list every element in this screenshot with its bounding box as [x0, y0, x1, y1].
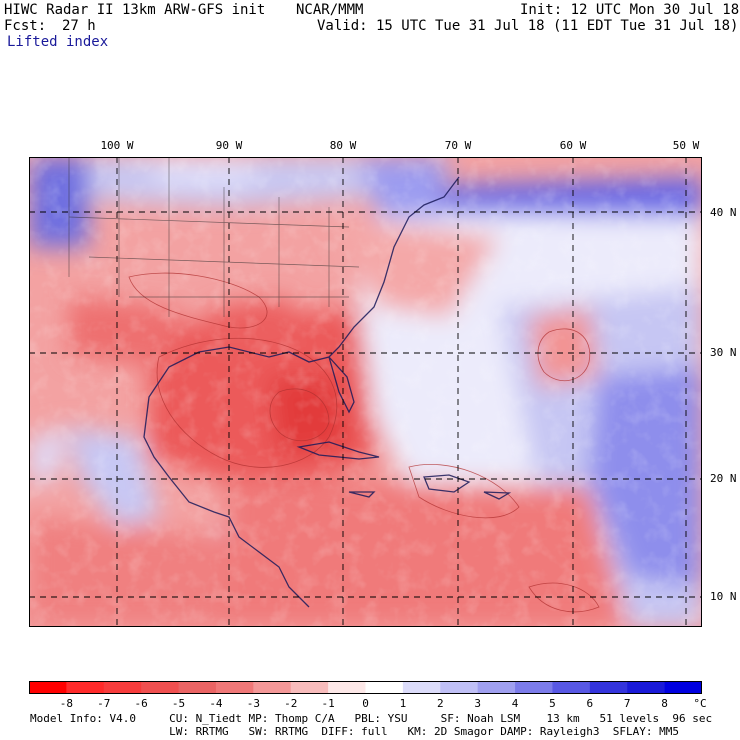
colorbar [29, 681, 702, 694]
state-borders [68, 157, 360, 317]
coastlines [143, 176, 512, 608]
colorbar-swatch [627, 681, 666, 694]
colorbar-swatch [215, 681, 254, 694]
lon-label: 70 W [444, 139, 472, 152]
field-name: Lifted index [7, 34, 109, 50]
lat-label: 10 N [710, 590, 737, 603]
colorbar-unit: °C [693, 697, 707, 710]
colorbar-tick-label: 4 [511, 697, 519, 710]
colorbar-swatch [664, 681, 702, 694]
colorbar-swatch [66, 681, 105, 694]
colorbar-swatch [290, 681, 329, 694]
colorbar-swatch [440, 681, 479, 694]
colorbar-swatch [29, 681, 67, 694]
lon-label: 100 W [100, 139, 134, 152]
colorbar-swatch [515, 681, 553, 694]
lat-label: 30 N [710, 346, 737, 359]
init-time: Init: 12 UTC Mon 30 Jul 18 [520, 2, 740, 18]
colorbar-tick-label: 6 [586, 697, 594, 710]
valid-time: Valid: 15 UTC Tue 31 Jul 18 (11 EDT Tue … [317, 18, 739, 34]
lon-label: 90 W [215, 139, 243, 152]
lon-label: 80 W [329, 139, 357, 152]
colorbar-tick-label: -7 [97, 697, 111, 710]
forecast-label: Fcst: [4, 18, 47, 34]
lat-label: 40 N [710, 206, 737, 219]
colorbar-swatch [402, 681, 441, 694]
lat-lon-grid [29, 157, 702, 627]
colorbar-swatch [328, 681, 366, 694]
colorbar-tick-label: -4 [209, 697, 223, 710]
colorbar-tick-label: 7 [623, 697, 631, 710]
lon-label: 60 W [559, 139, 587, 152]
colorbar-swatch [141, 681, 180, 694]
model-title: HIWC Radar II 13km ARW-GFS init [4, 2, 266, 18]
colorbar-tick-label: 0 [362, 697, 369, 710]
colorbar-swatch [589, 681, 628, 694]
colorbar-tick-label: -1 [321, 697, 335, 710]
model-info-line-1: Model Info: V4.0 CU: N_Tiedt MP: Thomp C… [30, 712, 713, 725]
colorbar-swatch [477, 681, 516, 694]
forecast-hour: 27 h [62, 18, 96, 34]
organization-label: NCAR/MMM [296, 2, 364, 18]
colorbar-tick-label: 1 [399, 697, 407, 710]
colorbar-tick-label: 5 [549, 697, 556, 710]
colorbar-swatch [253, 681, 292, 694]
lifted-index-map [29, 157, 702, 627]
colorbar-tick-label: -3 [246, 697, 260, 710]
colorbar-swatch [178, 681, 217, 694]
colorbar-tick-label: -8 [59, 697, 73, 710]
colorbar-swatch [103, 681, 142, 694]
colorbar-tick-label: -5 [171, 697, 186, 710]
colorbar-swatch [365, 681, 404, 694]
colorbar-tick-label: 2 [436, 697, 444, 710]
colorbar-swatch [552, 681, 591, 694]
colorbar-tick-label: 8 [661, 697, 668, 710]
model-info-line-2: LW: RRTMG SW: RRTMG DIFF: full KM: 2D Sm… [30, 725, 680, 738]
colorbar-tick-label: 3 [474, 697, 481, 710]
lat-label: 20 N [710, 472, 737, 485]
colorbar-tick-label: -6 [134, 697, 148, 710]
lon-label: 50 W [672, 139, 700, 152]
colorbar-tick-label: -2 [284, 697, 298, 710]
